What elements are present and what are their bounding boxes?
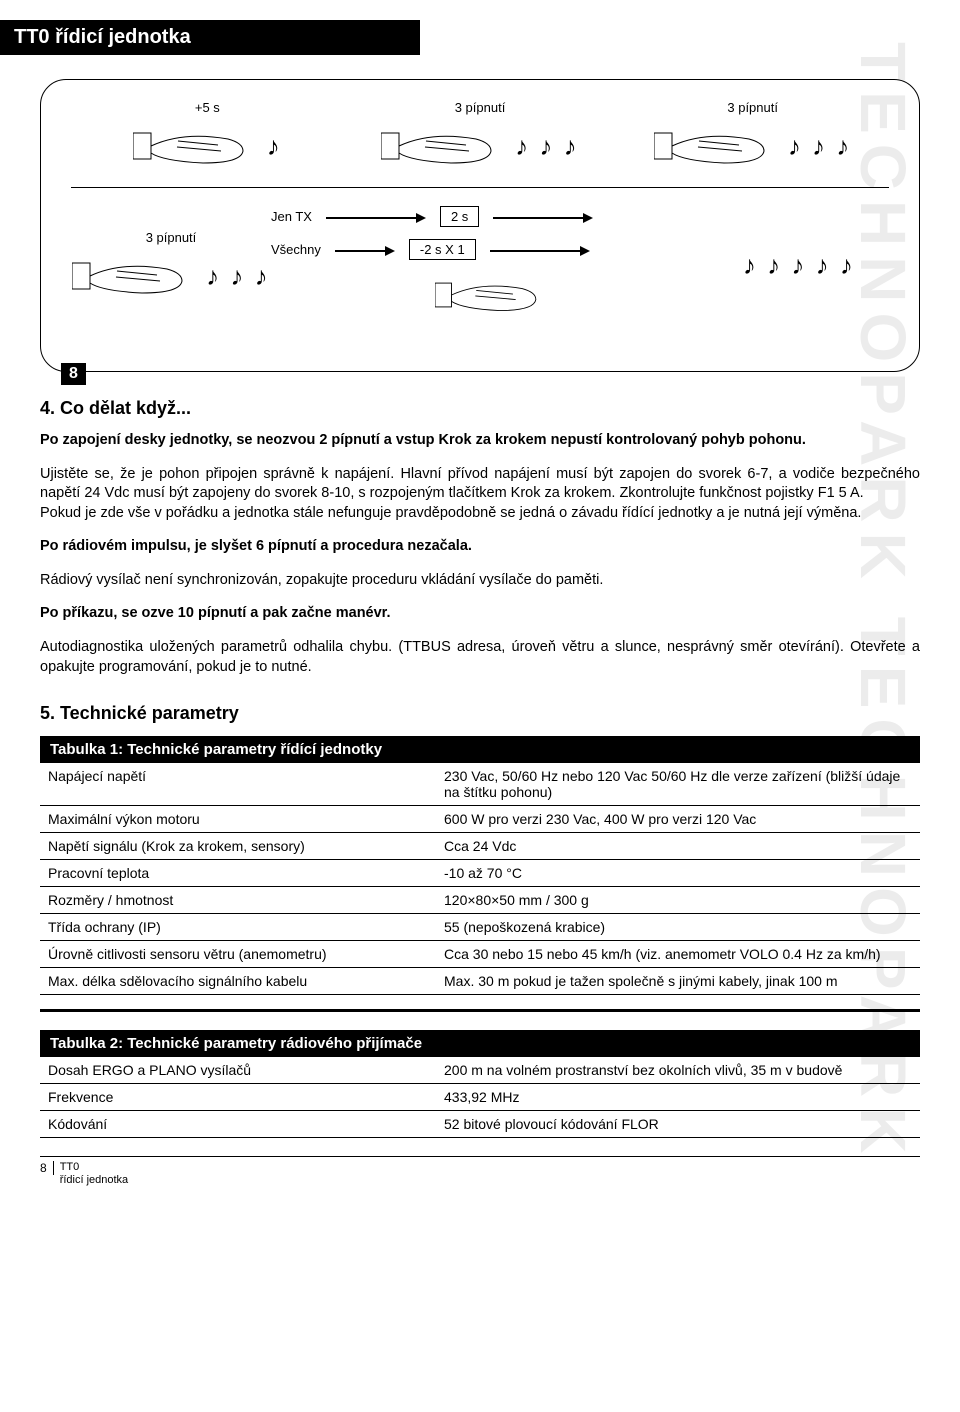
paragraph: Rádiový vysílač není synchronizován, zop… [40, 571, 920, 591]
table-cell: Dosah ERGO a PLANO vysílačů [40, 1057, 436, 1084]
paragraph: Po zapojení desky jednotky, se neozvou 2… [40, 431, 920, 451]
table-row: Max. délka sdělovacího signálního kabelu… [40, 968, 920, 995]
page-number: 8 [40, 1161, 54, 1175]
arrow-icon [326, 211, 426, 223]
divider [40, 1009, 920, 1012]
table-cell: Úrovně citlivosti sensoru větru (anemome… [40, 941, 436, 968]
table-2-title: Tabulka 2: Technické parametry rádiového… [40, 1030, 920, 1057]
note-icon: ♪ ♪ ♪ [206, 261, 269, 292]
note-icon: ♪ [267, 131, 282, 162]
figure-step-badge: 8 [61, 363, 86, 385]
paragraph: Po rádiovém impulsu, je slyšet 6 pípnutí… [40, 537, 920, 557]
note-icon: ♪ ♪ ♪ ♪ ♪ [743, 250, 855, 281]
table-row: Napětí signálu (Krok za krokem, sensory)… [40, 833, 920, 860]
fig-label: 3 pípnutí [616, 100, 889, 115]
table-cell: 120×80×50 mm / 300 g [436, 887, 920, 914]
hand-icon [654, 121, 774, 171]
table-cell: Napájecí napětí [40, 763, 436, 806]
fig-label: Jen TX [271, 209, 312, 224]
fig-label: Všechny [271, 242, 321, 257]
table-row: Dosah ERGO a PLANO vysílačů200 m na voln… [40, 1057, 920, 1084]
fig-box: -2 s X 1 [409, 239, 476, 260]
hand-icon [133, 121, 253, 171]
table-row: Napájecí napětí230 Vac, 50/60 Hz nebo 12… [40, 763, 920, 806]
fig-label: +5 s [71, 100, 344, 115]
divider [71, 187, 889, 188]
note-icon: ♪ ♪ ♪ [788, 131, 851, 162]
table-row: Maximální výkon motoru600 W pro verzi 23… [40, 806, 920, 833]
table-row: Úrovně citlivosti sensoru větru (anemome… [40, 941, 920, 968]
table-cell: Rozměry / hmotnost [40, 887, 436, 914]
table-cell: 230 Vac, 50/60 Hz nebo 120 Vac 50/60 Hz … [436, 763, 920, 806]
page-title: TT0 řídicí jednotka [0, 20, 420, 55]
hand-icon [72, 251, 192, 301]
paragraph: Autodiagnostika uložených parametrů odha… [40, 638, 920, 677]
table-1-title: Tabulka 1: Technické parametry řídící je… [40, 736, 920, 763]
fig-label: 3 pípnutí [71, 230, 271, 245]
table-cell: Max. 30 m pokud je tažen společně s jiný… [436, 968, 920, 995]
footer-line: řídicí jednotka [60, 1174, 128, 1186]
table-cell: Frekvence [40, 1084, 436, 1111]
footer-line: TT0 [60, 1161, 80, 1173]
page-footer: 8 TT0 řídicí jednotka [40, 1156, 920, 1186]
hand-icon [381, 121, 501, 171]
fig-label: 3 pípnutí [344, 100, 617, 115]
arrow-icon [335, 244, 395, 256]
table-cell: Cca 30 nebo 15 nebo 45 km/h (viz. anemom… [436, 941, 920, 968]
table-cell: Max. délka sdělovacího signálního kabelu [40, 968, 436, 995]
paragraph: Ujistěte se, že je pohon připojen správn… [40, 465, 920, 524]
table-row: Rozměry / hmotnost120×80×50 mm / 300 g [40, 887, 920, 914]
table-cell: -10 až 70 °C [436, 860, 920, 887]
table-1: Napájecí napětí230 Vac, 50/60 Hz nebo 12… [40, 763, 920, 995]
table-row: Pracovní teplota-10 až 70 °C [40, 860, 920, 887]
hand-icon [435, 270, 545, 320]
figure-8: +5 s ♪ 3 pípnutí ♪ ♪ ♪ 3 pípnu [40, 79, 920, 372]
paragraph: Po příkazu, se ozve 10 pípnutí a pak zač… [40, 604, 920, 624]
table-cell: Napětí signálu (Krok za krokem, sensory) [40, 833, 436, 860]
table-cell: Třída ochrany (IP) [40, 914, 436, 941]
arrow-icon [490, 244, 590, 256]
fig-box: 2 s [440, 206, 479, 227]
table-cell: 200 m na volném prostranství bez okolníc… [436, 1057, 920, 1084]
table-row: Frekvence433,92 MHz [40, 1084, 920, 1111]
table-cell: 600 W pro verzi 230 Vac, 400 W pro verzi… [436, 806, 920, 833]
section-4-title: 4. Co dělat když... [40, 398, 920, 419]
table-cell: Kódování [40, 1111, 436, 1138]
table-cell: Pracovní teplota [40, 860, 436, 887]
section-5-title: 5. Technické parametry [40, 703, 920, 724]
note-icon: ♪ ♪ ♪ [515, 131, 578, 162]
table-cell: Maximální výkon motoru [40, 806, 436, 833]
table-cell: Cca 24 Vdc [436, 833, 920, 860]
table-2: Dosah ERGO a PLANO vysílačů200 m na voln… [40, 1057, 920, 1138]
table-cell: 433,92 MHz [436, 1084, 920, 1111]
table-row: Kódování52 bitové plovoucí kódování FLOR [40, 1111, 920, 1138]
arrow-icon [493, 211, 593, 223]
table-cell: 52 bitové plovoucí kódování FLOR [436, 1111, 920, 1138]
table-row: Třída ochrany (IP)55 (nepoškozená krabic… [40, 914, 920, 941]
table-cell: 55 (nepoškozená krabice) [436, 914, 920, 941]
